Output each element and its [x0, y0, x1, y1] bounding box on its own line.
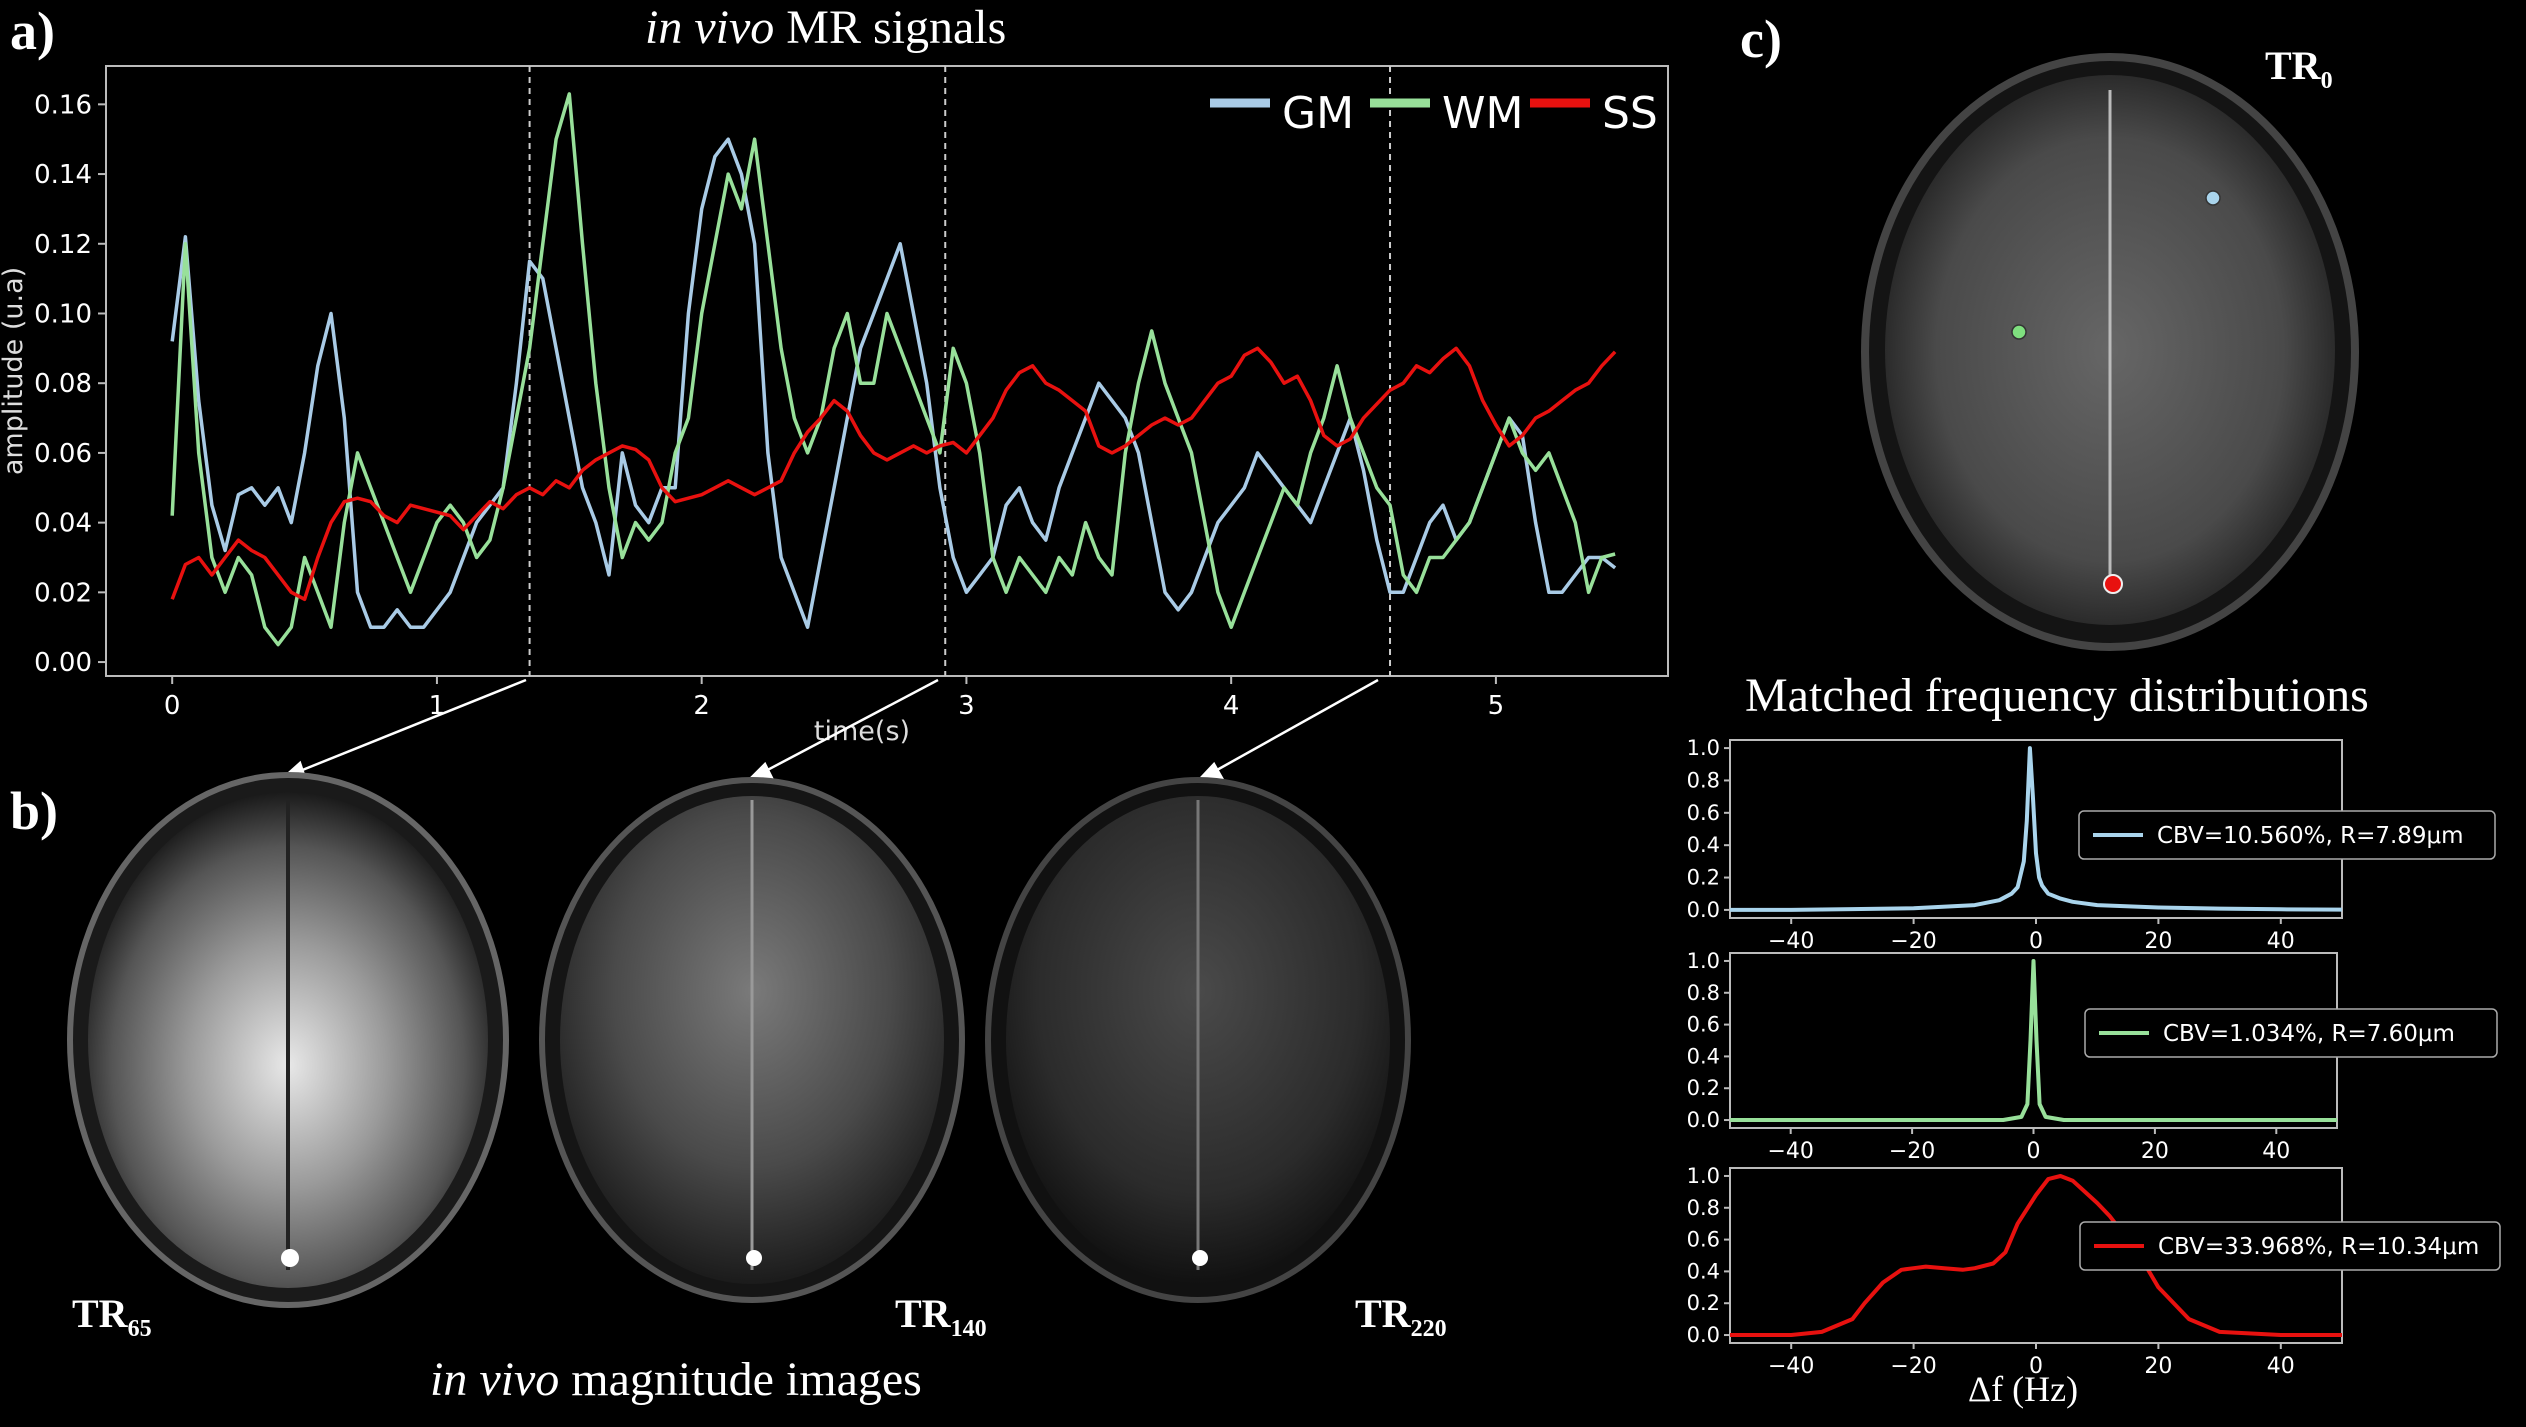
dist-x-tick-label: −20 — [1890, 929, 1936, 954]
dist-curve-0 — [1730, 746, 2343, 912]
dist-y-tick-label: 0.6 — [1687, 1228, 1720, 1252]
dist-y-tick-label: 0.2 — [1687, 866, 1720, 890]
signals-plot-frame — [105, 65, 1669, 677]
dist-x-tick-label: 40 — [2267, 1354, 2295, 1379]
tr65-label: TR65 — [72, 1291, 152, 1342]
magnitude-caption: in vivo magnitude images — [430, 1352, 922, 1407]
dist-x-tick-label: 40 — [2267, 929, 2295, 954]
dist-x-tick-label: −40 — [1768, 929, 1814, 954]
y-tick-label: 0.02 — [34, 578, 92, 608]
dist-y-tick-label: 1.0 — [1687, 1164, 1720, 1188]
tr140-label: TR140 — [895, 1291, 987, 1342]
legend-label-wm: WM — [1442, 88, 1523, 139]
dist-y-tick-label: 0.0 — [1687, 898, 1720, 922]
y-tick-label: 0.06 — [34, 439, 92, 469]
panel-label-c: c) — [1740, 9, 1782, 69]
dist-x-tick-label: 20 — [2144, 1354, 2172, 1379]
y-tick-label: 0.00 — [34, 648, 92, 678]
dist-y-tick-label: 0.8 — [1687, 768, 1720, 792]
dist-legend-box-2 — [2079, 1221, 2501, 1271]
dist-x-tick-label: 40 — [2262, 1139, 2290, 1164]
tr220-label: TR220 — [1355, 1291, 1447, 1342]
series-line-wm — [170, 92, 1616, 647]
y-axis-label: amplitude (u.a) — [0, 267, 29, 475]
signals-title: in vivo MR signals — [645, 0, 1006, 55]
magnitude-caption-rest: magnitude images — [571, 1353, 922, 1406]
dist-y-tick-label: 0.6 — [1687, 801, 1720, 825]
dist-x-tick-label: 20 — [2144, 929, 2172, 954]
distributions-xlabel: Δf (Hz) — [1968, 1369, 2079, 1409]
dist-x-tick-label: 20 — [2141, 1139, 2169, 1164]
dist-legend-label-1: CBV=1.034%, R=7.60μm — [2163, 1021, 2455, 1047]
dist-curve-2 — [1730, 1174, 2342, 1337]
dist-x-tick-label: −20 — [1889, 1139, 1935, 1164]
dist-y-tick-label: 0.0 — [1687, 1323, 1720, 1347]
panel-label-b: b) — [10, 781, 59, 841]
y-tick-label: 0.10 — [34, 299, 92, 329]
legend-label-ss: SS — [1602, 88, 1658, 139]
dist-y-tick-label: 0.2 — [1687, 1076, 1720, 1100]
dist-x-tick-label: 0 — [2027, 1139, 2041, 1164]
signals-title-italic: in vivo — [645, 1, 775, 54]
dist-x-tick-label: −40 — [1768, 1354, 1814, 1379]
x-tick-label: 3 — [958, 691, 975, 721]
y-tick-label: 0.16 — [34, 90, 92, 120]
dist-legend-label-2: CBV=33.968%, R=10.34μm — [2158, 1234, 2479, 1260]
dist-x-tick-label: 0 — [2029, 1354, 2043, 1379]
series-line-ss — [170, 346, 1617, 602]
dist-y-tick-label: 0.4 — [1687, 833, 1720, 857]
y-tick-label: 0.04 — [34, 509, 92, 539]
x-tick-label: 2 — [693, 691, 710, 721]
distributions-title: Matched frequency distributions — [1745, 669, 2369, 722]
series-line-gm — [170, 137, 1617, 629]
dist-x-tick-label: 0 — [2029, 929, 2043, 954]
tr0-label: TR0 — [2265, 43, 2333, 94]
dist-y-tick-label: 0.8 — [1687, 1196, 1720, 1220]
dist-y-tick-label: 0.8 — [1687, 981, 1720, 1005]
dist-legend-box-1 — [2084, 1008, 2498, 1058]
legend-label-gm: GM — [1282, 88, 1354, 139]
signals-title-rest: MR signals — [786, 1, 1007, 54]
dist-y-tick-label: 0.2 — [1687, 1291, 1720, 1315]
dist-x-tick-label: −40 — [1767, 1139, 1813, 1164]
y-tick-label: 0.12 — [34, 230, 92, 260]
dist-y-tick-label: 0.4 — [1687, 1044, 1720, 1068]
panel-label-a: a) — [10, 1, 55, 61]
y-tick-label: 0.14 — [34, 160, 92, 190]
dist-y-tick-label: 0.0 — [1687, 1108, 1720, 1132]
dist-legend-box-0 — [2078, 810, 2496, 860]
dist-curve-1 — [1730, 959, 2337, 1122]
dist-y-tick-label: 1.0 — [1687, 949, 1720, 973]
y-tick-label: 0.08 — [34, 369, 92, 399]
dist-x-tick-label: −20 — [1890, 1354, 1936, 1379]
dist-legend-label-0: CBV=10.560%, R=7.89μm — [2157, 823, 2464, 849]
dist-y-tick-label: 1.0 — [1687, 736, 1720, 760]
dist-y-tick-label: 0.6 — [1687, 1013, 1720, 1037]
magnitude-caption-italic: in vivo — [430, 1353, 560, 1406]
x-tick-label: 0 — [164, 691, 181, 721]
x-tick-label: 5 — [1488, 691, 1505, 721]
dist-y-tick-label: 0.4 — [1687, 1259, 1720, 1283]
